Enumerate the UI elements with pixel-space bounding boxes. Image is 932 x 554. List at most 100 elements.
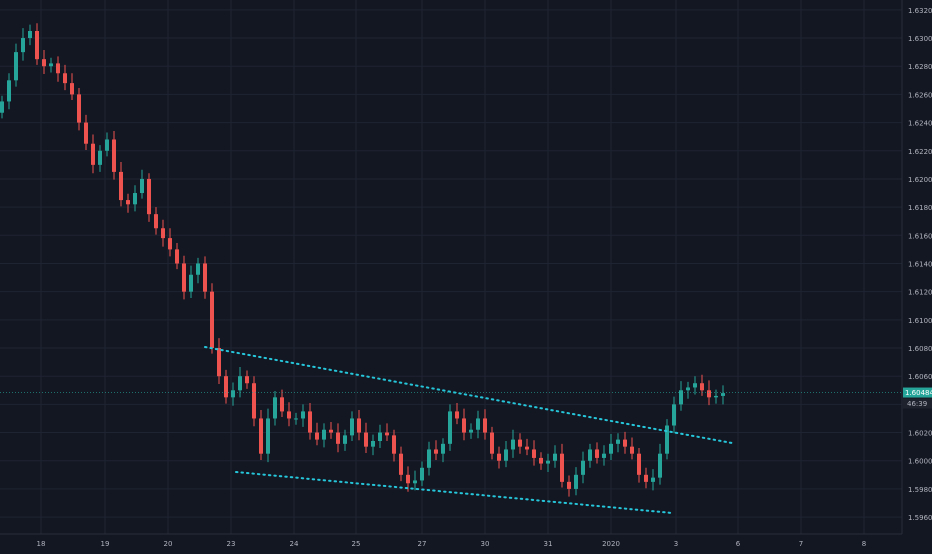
candle: [714, 389, 718, 404]
candle-body: [49, 63, 53, 67]
y-tick-label: 1.62200: [908, 148, 932, 156]
candle-body: [707, 390, 711, 398]
candle: [28, 24, 32, 46]
candle-body: [70, 83, 74, 95]
current-price-tag: 1.60484 46:39: [903, 387, 932, 409]
candle-body: [105, 139, 109, 151]
candle: [679, 381, 683, 411]
candle-body: [546, 460, 550, 464]
time-axis[interactable]: 18 19 20 23 24 25 27 30 31 2020 3 6 7 8: [37, 540, 867, 548]
candle-body: [182, 263, 186, 292]
candle-body: [469, 429, 473, 433]
candle: [546, 453, 550, 473]
candle: [532, 440, 536, 466]
candle: [525, 438, 529, 456]
candle: [105, 132, 109, 157]
candle-body: [77, 94, 81, 123]
candle: [329, 421, 333, 439]
candle-body: [217, 348, 221, 377]
candle-body: [371, 441, 375, 447]
candle-body: [245, 376, 249, 384]
candle: [567, 475, 571, 497]
candle: [364, 422, 368, 453]
y-tick-label: 1.60600: [908, 373, 932, 381]
candle: [616, 433, 620, 453]
candle-body: [532, 449, 536, 458]
candle-body: [196, 263, 200, 275]
price-tag-background: [903, 387, 932, 398]
candle: [371, 434, 375, 456]
candle-body: [630, 446, 634, 454]
candle: [259, 410, 263, 461]
candle: [287, 402, 291, 427]
candle-body: [238, 376, 242, 391]
candle-body: [434, 449, 438, 454]
countdown-value: 46:39: [907, 400, 927, 408]
candle: [539, 452, 543, 470]
candle: [665, 419, 669, 460]
x-tick-label: 6: [736, 540, 741, 548]
candle: [42, 50, 46, 74]
candle-body: [133, 193, 137, 205]
candle-body: [574, 474, 578, 489]
candle: [203, 256, 207, 299]
candle: [392, 429, 396, 462]
candle: [280, 389, 284, 418]
y-tick-label: 1.60800: [908, 345, 932, 353]
candle-body: [231, 390, 235, 398]
y-tick-label: 1.62000: [908, 176, 932, 184]
upper-channel-line[interactable]: [204, 346, 733, 444]
x-tick-label: 7: [799, 540, 803, 548]
candle-body: [294, 418, 298, 420]
candle: [658, 443, 662, 485]
candle: [112, 131, 116, 180]
candle-body: [273, 397, 277, 419]
candle: [168, 228, 172, 257]
candle: [245, 370, 249, 389]
y-tick-label: 1.62400: [908, 120, 932, 128]
candle-body: [224, 376, 228, 398]
candle-body: [252, 383, 256, 419]
y-tick-label: 1.62600: [908, 91, 932, 99]
candle: [469, 423, 473, 439]
x-tick-label: 19: [101, 540, 110, 548]
candle: [651, 469, 655, 491]
candle: [273, 390, 277, 426]
lower-channel-line[interactable]: [235, 471, 673, 514]
candle-body: [308, 411, 312, 433]
price-tag-value: 1.60484: [905, 389, 932, 397]
trendlines[interactable]: [204, 346, 733, 514]
candle-body: [651, 477, 655, 482]
candle-body: [644, 474, 648, 482]
candle: [420, 461, 424, 487]
candle: [553, 445, 557, 468]
candle-body: [581, 460, 585, 475]
candle-body: [350, 418, 354, 436]
candle: [119, 162, 123, 207]
candle: [133, 185, 137, 212]
candle-body: [140, 178, 144, 194]
x-tick-label: 3: [674, 540, 678, 548]
candle-body: [56, 63, 60, 74]
candle-body: [511, 439, 515, 450]
x-tick-label: 2020: [602, 540, 620, 548]
candle-body: [168, 238, 172, 250]
candle-body: [392, 435, 396, 454]
candle-body: [497, 453, 501, 461]
candle: [294, 412, 298, 425]
candle-body: [448, 411, 452, 444]
y-tick-label: 1.61200: [908, 289, 932, 297]
candle: [476, 410, 480, 439]
candle: [357, 410, 361, 441]
candle: [301, 404, 305, 427]
candle: [609, 433, 613, 461]
y-tick-label: 1.62800: [908, 63, 932, 71]
candle: [315, 422, 319, 446]
y-tick-label: 1.59600: [908, 514, 932, 522]
candle: [693, 376, 697, 395]
candle-body: [560, 453, 564, 482]
candle-body: [126, 200, 130, 205]
candle-body: [357, 418, 361, 433]
